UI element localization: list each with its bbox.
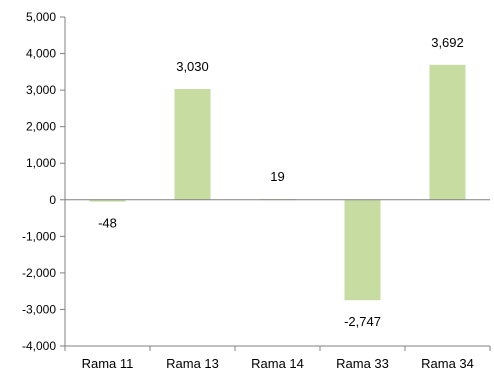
x-tick-label: Rama 34 [421, 356, 474, 371]
data-label: 3,030 [176, 59, 209, 74]
x-tick-label: Rama 13 [166, 356, 219, 371]
y-tick-label: -2,000 [22, 266, 56, 280]
y-tick-label: 2,000 [26, 120, 56, 134]
y-tick-label: -3,000 [22, 302, 56, 316]
y-tick-label: -1,000 [22, 229, 56, 243]
y-tick-label: 0 [49, 193, 56, 207]
x-axis: Rama 11 Rama 13 Rama 14 Rama 33 Rama 34 [64, 345, 491, 371]
y-axis: 5,000 4,000 3,000 2,000 1,000 0 -1,000 -2,000 -3… [22, 10, 66, 353]
y-tick-label: 5,000 [26, 10, 56, 24]
data-label: 19 [270, 169, 284, 184]
x-tick-label: Rama 14 [251, 356, 304, 371]
data-label: -2,747 [344, 314, 381, 329]
x-tick-label: Rama 33 [336, 356, 389, 371]
y-tick-label: -4,000 [22, 339, 56, 353]
y-tick-label: 4,000 [26, 47, 56, 61]
bar [89, 199, 126, 202]
bars [89, 64, 466, 301]
bar [429, 64, 466, 200]
y-tick-label: 3,000 [26, 83, 56, 97]
bar [174, 89, 211, 200]
bar [344, 199, 381, 301]
data-label: 3,692 [431, 35, 464, 50]
x-tick-label: Rama 11 [82, 356, 134, 371]
data-labels: -48 3,030 19 -2,747 3,692 [98, 35, 464, 329]
data-label: -48 [98, 216, 117, 231]
y-tick-label: 1,000 [26, 156, 56, 170]
